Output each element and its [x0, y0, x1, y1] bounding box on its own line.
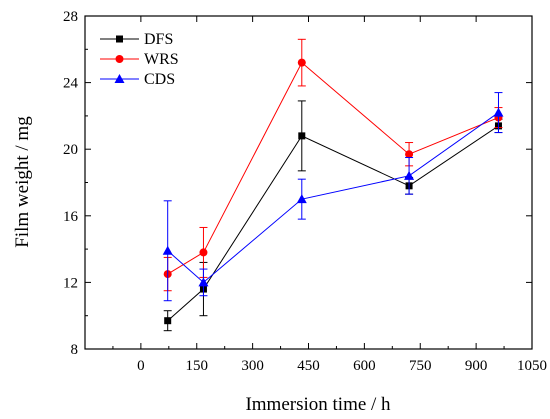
data-point-cds [162, 245, 173, 255]
series-line-dfs [167, 125, 499, 322]
y-tick-label: 24 [63, 76, 79, 92]
plot-area: 0 150 300 450 600 750 900 1050 8 12 16 20 24 28 [63, 9, 547, 374]
data-point-wrs [199, 248, 208, 257]
y-tick-label: 20 [63, 142, 78, 158]
series-cds [162, 92, 504, 302]
data-point-cds [404, 170, 415, 180]
legend-marker-wrs [115, 55, 124, 63]
legend-label-cds: CDS [144, 71, 175, 88]
data-point-dfs [298, 132, 306, 140]
legend-label-wrs: WRS [144, 51, 179, 68]
x-tick-label: 750 [409, 358, 432, 374]
legend-label-dfs: DFS [144, 31, 173, 48]
data-point-wrs [297, 58, 306, 67]
x-tick-label: 0 [137, 358, 145, 374]
y-tick-label: 16 [63, 209, 79, 225]
x-tick-label: 450 [297, 358, 320, 374]
series-wrs [163, 38, 503, 292]
legend-marker-cds [114, 74, 125, 83]
data-point-cds [296, 194, 307, 204]
legend-item-wrs: WRS [100, 51, 179, 68]
x-tick-label: 900 [465, 358, 488, 374]
y-tick-label: 28 [63, 9, 78, 25]
x-tick-label: 150 [186, 358, 209, 374]
legend: DFS WRS CDS [100, 31, 179, 88]
x-axis-title: Immersion time / h [245, 394, 391, 415]
legend-item-cds: CDS [100, 71, 175, 88]
y-tick-label: 8 [71, 342, 79, 358]
legend-item-dfs: DFS [100, 31, 173, 48]
data-point-wrs [405, 150, 414, 159]
x-tick-label: 300 [241, 358, 264, 374]
data-point-cds [493, 107, 504, 117]
y-axis-title: Film weight / mg [12, 116, 33, 248]
x-tick-label: 1050 [517, 358, 547, 374]
data-point-dfs [164, 317, 172, 325]
data-point-cds [198, 277, 209, 287]
series-dfs [163, 100, 503, 332]
series-line-wrs [167, 61, 499, 275]
legend-marker-dfs [116, 35, 123, 43]
data-layer [162, 38, 504, 332]
y-tick-label: 12 [63, 275, 78, 291]
x-tick-label: 600 [353, 358, 376, 374]
